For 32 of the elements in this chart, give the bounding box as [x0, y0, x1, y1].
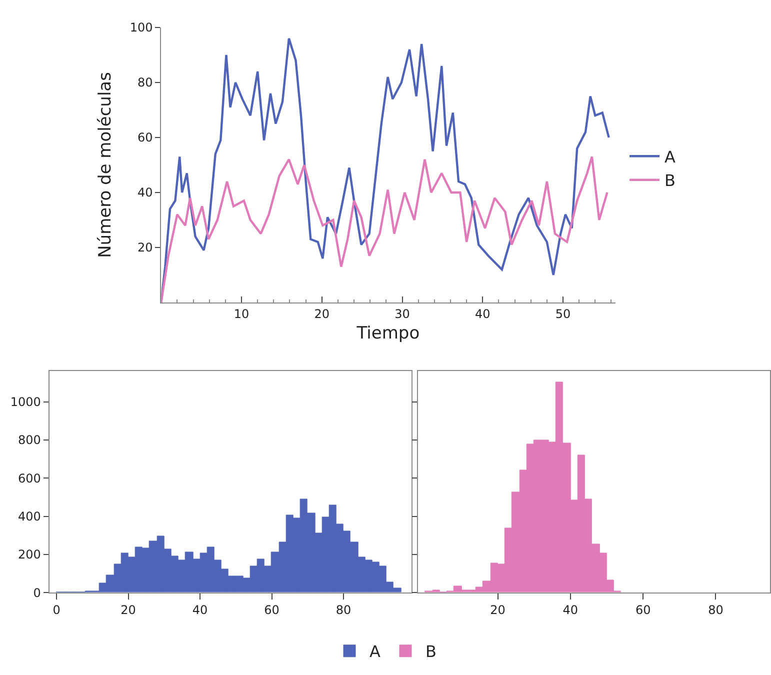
- x-tick-label: 20: [120, 603, 136, 618]
- y-tick-label: 0: [33, 586, 41, 600]
- x-tick-label: 20: [314, 306, 330, 321]
- x-tick-label: 30: [394, 306, 410, 321]
- x-tick-label: 20: [490, 603, 506, 618]
- y-tick-label: 400: [18, 509, 41, 524]
- x-tick-label: 40: [562, 603, 578, 618]
- y-tick-label: 80: [137, 76, 153, 90]
- x-tick-label: 40: [192, 603, 208, 618]
- legend-label: A: [664, 147, 676, 166]
- y-tick-label: 60: [137, 130, 153, 145]
- x-tick-label: 80: [708, 603, 724, 618]
- x-tick-label: 10: [234, 306, 250, 321]
- y-axis-title: Número de moléculas: [95, 72, 116, 258]
- x-tick-label: 50: [555, 306, 571, 321]
- y-tick-label: 40: [137, 186, 153, 200]
- x-tick-label: 60: [264, 603, 280, 618]
- y-tick-label: 800: [18, 433, 41, 448]
- legend-label: A: [370, 642, 380, 662]
- y-tick-label: 600: [18, 471, 41, 486]
- y-tick-label: 1000: [10, 394, 41, 409]
- legend-label: B: [664, 171, 676, 190]
- x-tick-label: 0: [52, 603, 60, 618]
- y-tick-label: 100: [130, 20, 153, 35]
- legend-label: B: [426, 642, 436, 662]
- y-tick-label: 20: [137, 240, 153, 255]
- y-tick-label: 200: [18, 548, 41, 562]
- x-tick-label: 40: [475, 306, 490, 321]
- x-tick-label: 80: [336, 603, 352, 618]
- line-series: [161, 156, 608, 302]
- x-axis-title: Tiempo: [356, 323, 420, 344]
- x-tick-label: 60: [635, 603, 651, 618]
